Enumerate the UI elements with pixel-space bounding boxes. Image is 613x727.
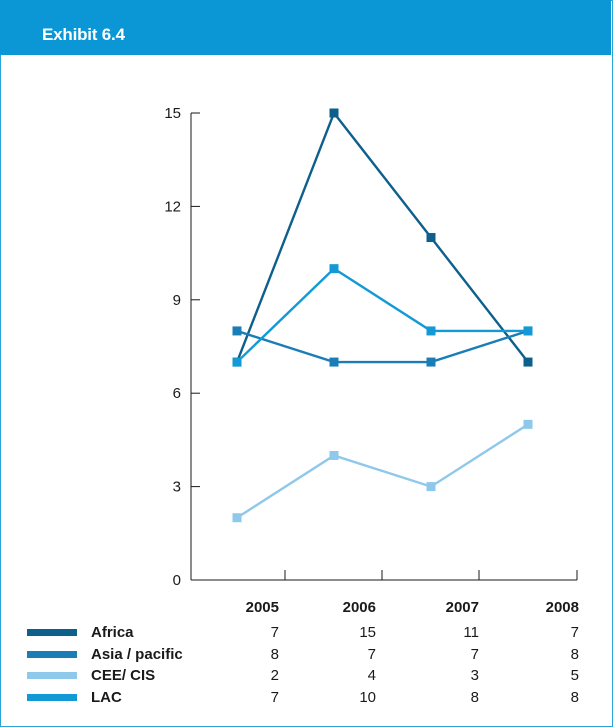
y-tick-label: 12 [164, 198, 181, 215]
data-point [426, 326, 436, 336]
data-point [329, 108, 339, 118]
data-point [232, 326, 242, 336]
data-point [523, 326, 533, 336]
data-point [426, 233, 436, 243]
y-tick-label: 6 [173, 385, 181, 402]
data-point [426, 357, 436, 367]
data-point [232, 513, 242, 523]
y-tick-label: 0 [173, 572, 181, 589]
y-tick-label: 15 [164, 105, 181, 122]
exhibit-title: Exhibit 6.4 [42, 25, 125, 44]
exhibit-header: Exhibit 6.4 [0, 0, 611, 55]
data-point [329, 357, 339, 367]
series-line [236, 267, 528, 363]
data-point [232, 357, 242, 367]
data-point [523, 419, 533, 429]
series-line [236, 329, 529, 364]
data-point [329, 264, 339, 274]
y-tick-label: 3 [173, 479, 181, 496]
y-tick-label: 9 [173, 292, 181, 309]
series-line [236, 423, 529, 519]
data-point [426, 482, 436, 492]
data-point [329, 450, 339, 460]
series-line [235, 110, 529, 363]
data-point [523, 357, 533, 367]
